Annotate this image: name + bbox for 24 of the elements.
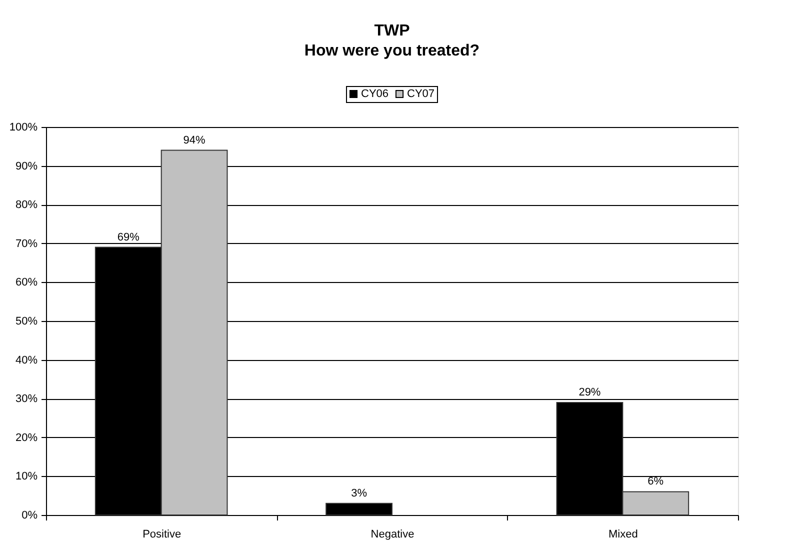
y-tick-label: 70% [15,238,38,250]
data-label: 3% [351,487,368,500]
chart-title: TWP [374,22,410,40]
data-label: 29% [578,386,601,398]
y-tick-label: 100% [9,122,38,134]
chart-subtitle: How were you treated? [304,42,480,60]
data-label: 94% [183,134,206,146]
y-tick-label: 80% [15,199,38,212]
y-tick-label: 50% [15,316,38,328]
y-tick-label: 40% [15,354,38,366]
data-label: 69% [117,231,140,244]
data-label: 6% [648,476,664,488]
y-tick-label: 10% [15,470,38,483]
y-tick-label: 0% [22,510,38,522]
legend-label: CY06 [361,88,389,100]
y-tick-label: 60% [15,276,38,289]
y-tick-label: 20% [15,432,38,444]
y-tick-label: 90% [15,160,38,172]
x-tick-label: Mixed [608,528,638,540]
legend-label: CY07 [407,88,435,100]
y-tick-label: 30% [15,393,38,406]
x-tick-label: Positive [142,528,182,540]
x-tick-label: Negative [370,528,414,540]
bar [326,502,392,516]
